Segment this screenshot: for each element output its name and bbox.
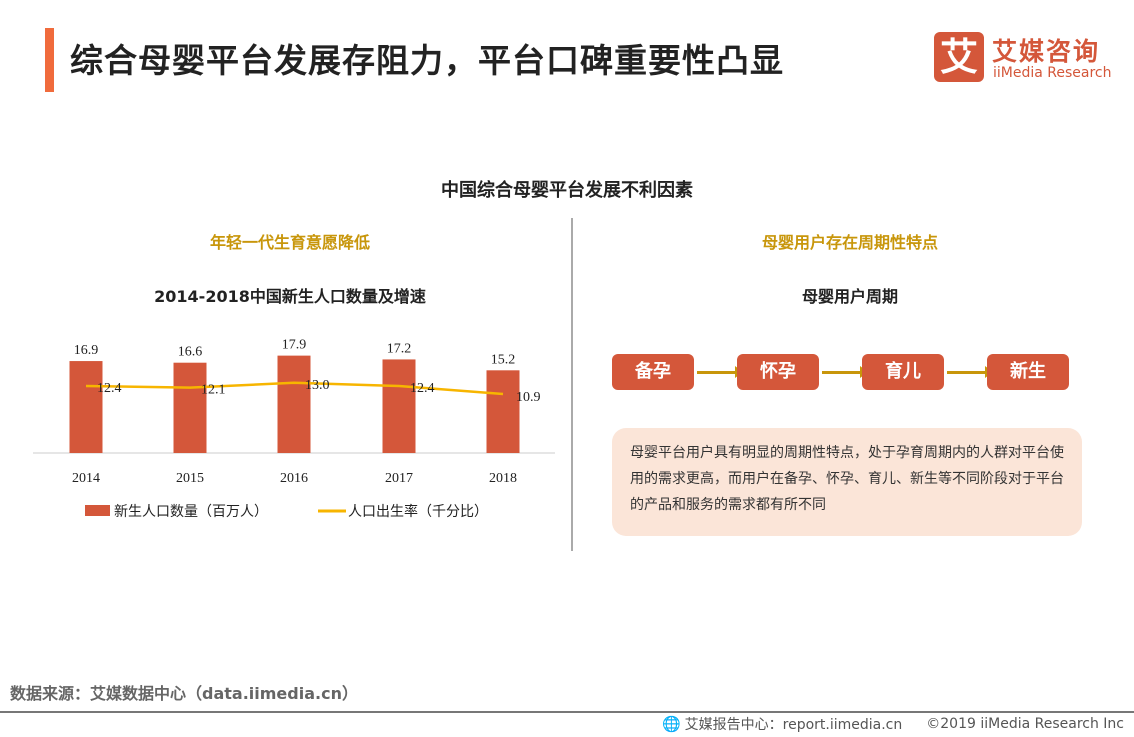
globe-icon: 🌐 <box>661 715 681 733</box>
right-subtitle: 母婴用户存在周期性特点 <box>761 233 938 252</box>
logo-text-cn: 艾媒咨询 <box>992 37 1101 66</box>
x-tick-2014: 2014 <box>72 471 100 486</box>
line-label-2015: 12.1 <box>201 383 226 398</box>
cycle-step-pregnancy: 怀孕 <box>737 354 819 390</box>
cycle-title: 母婴用户周期 <box>801 287 898 306</box>
legend-line-label: 人口出生率（千分比） <box>348 503 488 520</box>
description-box: 母婴平台用户具有明显的周期性特点，处于孕育周期内的人群对平台使用的需求更高，而用… <box>612 428 1082 536</box>
arrow-icon <box>822 366 868 378</box>
footer-divider <box>0 711 1134 713</box>
x-tick-2016: 2016 <box>280 471 308 486</box>
report-link[interactable]: 艾媒报告中心：report.iimedia.cn <box>684 717 903 733</box>
footer: 🌐 艾媒报告中心：report.iimedia.cn ©2019 iiMedia… <box>662 714 1124 734</box>
bar-2017 <box>382 359 416 453</box>
bar-label-2018: 15.2 <box>491 352 516 367</box>
title-accent-bar <box>45 28 54 92</box>
copyright: ©2019 iiMedia Research Inc <box>926 716 1124 732</box>
chart: 16.9 2014 16.6 2015 17.9 2016 17.2 2017 15.2 2018… <box>33 338 555 520</box>
arrow-icon <box>697 366 743 378</box>
section-title: 中国综合母婴平台发展不利因素 <box>441 180 693 201</box>
legend-bar-swatch <box>85 505 110 516</box>
bar-2016 <box>277 355 311 453</box>
bar-label-2017: 17.2 <box>387 341 412 356</box>
bar-label-2014: 16.9 <box>74 343 99 358</box>
bar-2014 <box>69 361 103 453</box>
arrow-icon <box>947 366 993 378</box>
x-tick-2017: 2017 <box>385 471 413 486</box>
left-subtitle: 年轻一代生育意愿降低 <box>209 233 370 252</box>
line-birth-rate <box>85 381 504 396</box>
logo-text-en: iiMedia Research <box>993 65 1112 81</box>
data-source: 数据来源：艾媒数据中心（data.iimedia.cn） <box>10 684 358 703</box>
page-title: 综合母婴平台发展存阻力，平台口碑重要性凸显 <box>70 41 784 80</box>
line-label-2017: 12.4 <box>410 381 435 396</box>
x-tick-2015: 2015 <box>176 471 204 486</box>
bar-2018 <box>486 370 520 453</box>
line-label-2014: 12.4 <box>97 381 122 396</box>
bar-label-2016: 17.9 <box>282 338 307 353</box>
x-tick-2018: 2018 <box>489 471 517 486</box>
cycle-step-prepare: 备孕 <box>612 354 694 390</box>
divider <box>571 218 573 551</box>
cycle-step-newborn: 新生 <box>987 354 1069 390</box>
bar-label-2015: 16.6 <box>178 345 203 360</box>
cycle-step-parenting: 育儿 <box>862 354 944 390</box>
line-label-2018: 10.9 <box>516 390 541 405</box>
bar-2015 <box>173 362 207 453</box>
line-label-2016: 13.0 <box>305 378 330 393</box>
chart-title: 2014-2018中国新生人口数量及增速 <box>154 287 426 306</box>
legend-bar-label: 新生人口数量（百万人） <box>114 504 268 520</box>
logo-icon: 艾 <box>934 32 984 82</box>
